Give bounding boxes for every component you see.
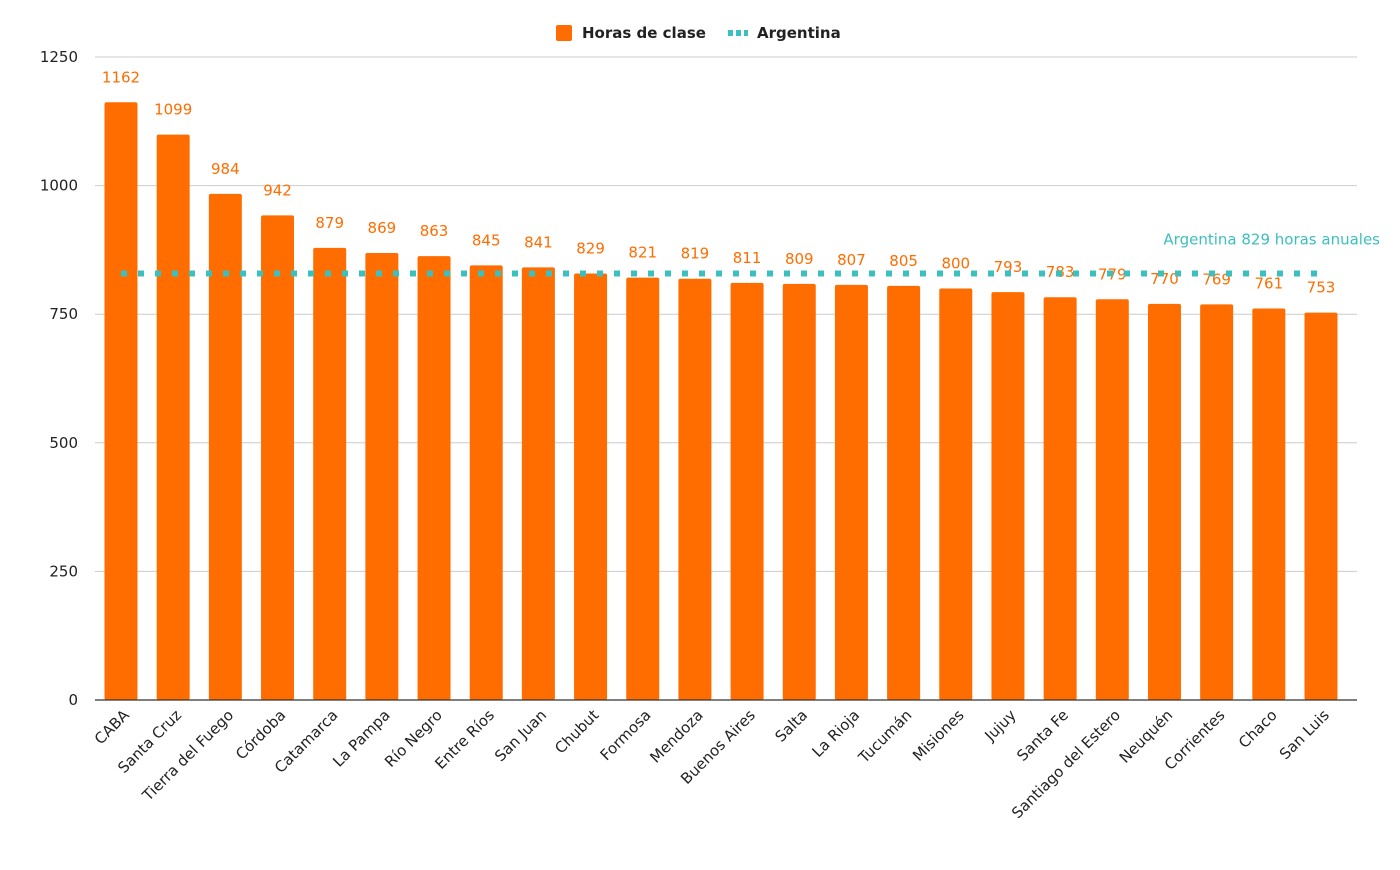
reference-line-layer: Argentina 829 horas anuales (121, 231, 1380, 277)
data-label: 761 (1255, 275, 1284, 293)
bar (834, 284, 868, 700)
bar (104, 102, 138, 700)
data-labels-layer: 1162 1099 984 942 879 869 863 845 841 829 821 819 81… (102, 68, 1335, 296)
x-tick-label: Salta (772, 706, 812, 746)
bar (1147, 303, 1181, 700)
legend[interactable]: Horas de clase Argentina (556, 24, 841, 42)
x-tick-label: San Juan (491, 706, 550, 765)
data-label: 819 (681, 245, 710, 263)
data-label: 821 (628, 244, 657, 262)
y-tick-label: 0 (68, 691, 78, 709)
data-label: 753 (1307, 279, 1336, 297)
data-label: 1099 (154, 101, 192, 119)
bar (469, 265, 503, 700)
x-tick-label: San Luis (1276, 706, 1333, 763)
data-label: 829 (576, 240, 605, 258)
data-label: 770 (1150, 270, 1179, 288)
y-tick-label: 250 (49, 562, 78, 580)
bar (313, 247, 347, 700)
bar (730, 282, 764, 700)
x-tick-label: Misiones (909, 706, 968, 765)
bar (574, 273, 608, 700)
bar (1095, 299, 1129, 700)
x-tick-label: Tierra del Fuego (138, 706, 237, 805)
bar (782, 283, 816, 700)
bar (939, 288, 973, 700)
data-label: 807 (837, 251, 866, 269)
x-tick-label: Formosa (597, 706, 655, 764)
bar (156, 134, 190, 701)
data-label: 845 (472, 231, 501, 249)
bar (678, 278, 712, 700)
data-label: 793 (994, 258, 1023, 276)
bar (365, 252, 399, 701)
data-label: 863 (420, 222, 449, 240)
data-label: 809 (785, 250, 814, 268)
reference-annotation: Argentina 829 horas anuales (1163, 231, 1380, 249)
bar (626, 277, 660, 700)
data-label: 841 (524, 233, 553, 251)
legend-label-bar: Horas de clase (582, 24, 706, 42)
bar (521, 267, 555, 700)
y-tick-label: 750 (49, 305, 78, 323)
data-label: 805 (889, 252, 918, 270)
bar (991, 292, 1025, 700)
legend-label-line: Argentina (757, 24, 841, 42)
data-label: 984 (211, 160, 240, 178)
bar (261, 215, 295, 701)
legend-marker-bar (556, 25, 572, 41)
x-tick-label: Tucumán (854, 706, 915, 767)
x-tick-label: CABA (91, 706, 133, 748)
x-tick-label: Jujuy (981, 706, 1020, 745)
bars-layer (104, 102, 1338, 701)
y-tick-label: 1250 (40, 48, 78, 66)
grid-layer: 0 250 500 750 1000 1250 (40, 48, 1357, 709)
data-label: 800 (941, 254, 970, 272)
data-label: 879 (315, 214, 344, 232)
bar (1252, 308, 1286, 700)
data-label: 869 (368, 219, 397, 237)
y-tick-label: 1000 (40, 177, 78, 195)
bar (417, 256, 451, 700)
data-label: 811 (733, 249, 762, 267)
bar (887, 285, 921, 700)
bar (1304, 312, 1338, 700)
bar (1043, 297, 1077, 700)
data-label: 1162 (102, 68, 140, 86)
x-tick-label: Chaco (1235, 706, 1281, 752)
data-label: 942 (263, 181, 292, 199)
y-tick-label: 500 (49, 434, 78, 452)
bar (208, 193, 242, 701)
bar (1200, 304, 1234, 700)
x-tick-label: Chubut (551, 706, 602, 757)
